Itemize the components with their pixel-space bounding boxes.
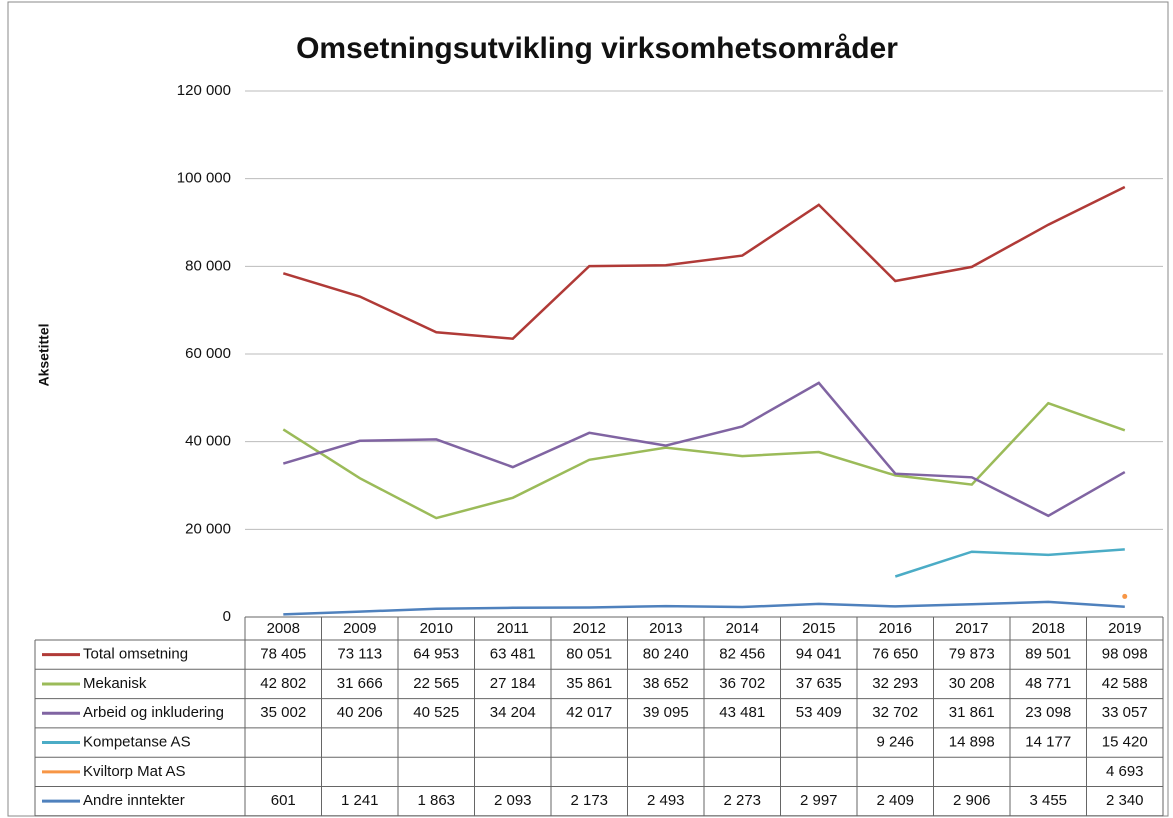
table-value: 82 456 <box>719 646 765 663</box>
table-value: 4 693 <box>1106 763 1144 780</box>
legend-label: Andre inntekter <box>83 792 185 809</box>
table-value: 3 455 <box>1029 792 1067 809</box>
table-value: 73 113 <box>337 646 382 663</box>
table-value: 42 588 <box>1102 675 1148 692</box>
table-value: 2 173 <box>570 792 608 809</box>
legend-label: Total omsetning <box>83 646 188 663</box>
table-value: 2 906 <box>953 792 991 809</box>
legend-label: Mekanisk <box>83 675 147 692</box>
legend-label: Arbeid og inkludering <box>83 704 224 721</box>
table-value: 31 666 <box>337 675 383 692</box>
x-tick-label: 2012 <box>573 620 606 637</box>
series-line <box>894 548 1125 578</box>
legend-label: Kviltorp Mat AS <box>83 763 186 780</box>
table-value: 53 409 <box>796 704 842 721</box>
table-value: 42 802 <box>260 675 306 692</box>
x-tick-label: 2014 <box>726 620 759 637</box>
table-value: 31 861 <box>949 704 995 721</box>
table-value: 43 481 <box>719 704 765 721</box>
y-tick-label: 80 000 <box>185 257 231 274</box>
y-tick-label: 60 000 <box>185 345 231 362</box>
chart-title: Omsetningsutvikling virksomhetsområder <box>296 32 898 65</box>
table-value: 23 098 <box>1025 704 1071 721</box>
table-value: 22 565 <box>413 675 459 692</box>
legend-label: Kompetanse AS <box>83 734 191 751</box>
y-tick-label: 120 000 <box>177 82 231 99</box>
table-value: 2 340 <box>1106 792 1144 809</box>
table-value: 27 184 <box>490 675 536 692</box>
table-value: 38 652 <box>643 675 689 692</box>
x-tick-label: 2008 <box>267 620 300 637</box>
table-value: 35 861 <box>566 675 612 692</box>
y-axis-label: Aksetittel <box>36 323 52 386</box>
series-line <box>282 401 1126 520</box>
table-value: 36 702 <box>719 675 765 692</box>
series-line <box>282 185 1126 340</box>
table-value: 1 863 <box>417 792 455 809</box>
table-value: 14 177 <box>1025 734 1071 751</box>
table-value: 78 405 <box>260 646 306 663</box>
table-value: 1 241 <box>341 792 379 809</box>
table-value: 37 635 <box>796 675 842 692</box>
x-tick-label: 2018 <box>1032 620 1065 637</box>
table-value: 601 <box>271 792 296 809</box>
series-line <box>282 381 1126 518</box>
table-value: 15 420 <box>1102 734 1148 751</box>
table-value: 40 206 <box>337 704 383 721</box>
table-value: 30 208 <box>949 675 995 692</box>
table-value: 63 481 <box>490 646 536 663</box>
table-value: 80 051 <box>566 646 612 663</box>
table-value: 76 650 <box>872 646 918 663</box>
table-value: 32 293 <box>872 675 918 692</box>
table-value: 35 002 <box>260 704 306 721</box>
table-value: 2 093 <box>494 792 532 809</box>
y-tick-label: 100 000 <box>177 170 231 187</box>
x-tick-label: 2011 <box>497 620 529 637</box>
x-tick-label: 2015 <box>802 620 835 637</box>
table-value: 42 017 <box>566 704 612 721</box>
table-value: 64 953 <box>413 646 459 663</box>
table-value: 39 095 <box>643 704 689 721</box>
table-value: 14 898 <box>949 734 995 751</box>
x-tick-label: 2019 <box>1108 620 1141 637</box>
table-value: 80 240 <box>643 646 689 663</box>
line-point <box>1122 593 1128 599</box>
table-value: 40 525 <box>413 704 459 721</box>
table-value: 34 204 <box>490 704 536 721</box>
y-tick-label: 0 <box>223 608 231 625</box>
table-value: 2 273 <box>723 792 761 809</box>
table-value: 2 493 <box>647 792 685 809</box>
table-value: 33 057 <box>1102 704 1148 721</box>
table-value: 32 702 <box>872 704 918 721</box>
table-value: 98 098 <box>1102 646 1148 663</box>
x-tick-label: 2017 <box>955 620 988 637</box>
table-value: 79 873 <box>949 646 995 663</box>
y-tick-label: 40 000 <box>185 433 231 450</box>
y-tick-label: 20 000 <box>185 520 231 537</box>
series-line <box>283 600 1125 616</box>
table-value: 89 501 <box>1025 646 1071 663</box>
table-value: 2 409 <box>876 792 914 809</box>
x-tick-label: 2013 <box>649 620 682 637</box>
chart-border <box>7 1 1169 817</box>
x-tick-label: 2016 <box>879 620 912 637</box>
table-value: 48 771 <box>1025 675 1071 692</box>
table-value: 9 246 <box>876 734 914 751</box>
x-tick-label: 2010 <box>420 620 453 637</box>
table-value: 2 997 <box>800 792 838 809</box>
table-value: 94 041 <box>796 646 842 663</box>
x-tick-label: 2009 <box>343 620 376 637</box>
